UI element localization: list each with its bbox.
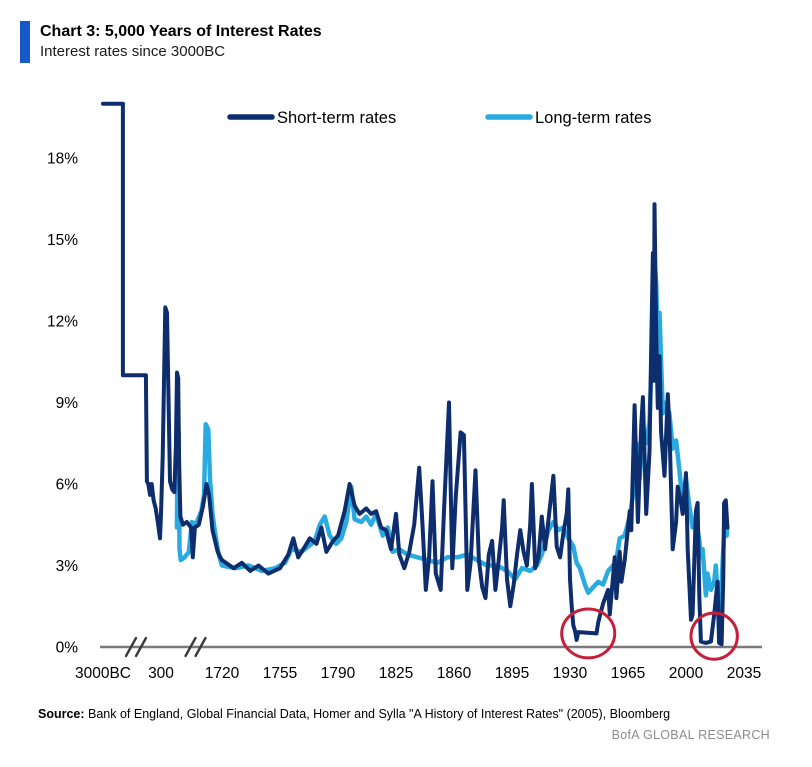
- x-tick-label: 2000: [669, 665, 704, 682]
- axis-break-mark: [124, 636, 138, 658]
- title-block: Chart 3: 5,000 Years of Interest Rates I…: [40, 21, 322, 63]
- source-line: Source: Bank of England, Global Financia…: [38, 707, 778, 721]
- source-text: Bank of England, Global Financial Data, …: [84, 707, 671, 721]
- chart-title: Chart 3: 5,000 Years of Interest Rates: [40, 23, 322, 40]
- y-tick-label: 9%: [56, 395, 79, 412]
- x-tick-label: 3000BC: [75, 665, 131, 682]
- legend-label: Long-term rates: [535, 109, 651, 127]
- x-tick-label: 300: [148, 665, 174, 682]
- highlight-circle: [689, 611, 739, 661]
- title-accent-bar: [20, 21, 30, 63]
- x-tick-label: 1790: [321, 665, 356, 682]
- highlight-circle: [560, 607, 617, 660]
- x-tick-label: 2035: [727, 665, 761, 682]
- y-tick-label: 0%: [56, 640, 79, 657]
- y-tick-label: 18%: [47, 150, 78, 167]
- chart-header: Chart 3: 5,000 Years of Interest Rates I…: [20, 21, 322, 63]
- x-tick-label: 1965: [611, 665, 645, 682]
- x-tick-label: 1825: [379, 665, 413, 682]
- axis-break-mark: [184, 636, 197, 658]
- source-label: Source:: [38, 707, 85, 721]
- x-tick-label: 1720: [205, 665, 240, 682]
- x-tick-label: 1895: [495, 665, 529, 682]
- axis-break-mark: [194, 636, 207, 658]
- x-tick-label: 1930: [553, 665, 588, 682]
- axis-break-mark: [134, 636, 148, 658]
- x-tick-label: 1860: [437, 665, 472, 682]
- y-tick-label: 3%: [56, 558, 79, 575]
- series-line-short-term-rates: [101, 101, 730, 647]
- legend-label: Short-term rates: [277, 109, 396, 127]
- brand-label: BofA GLOBAL RESEARCH: [611, 728, 770, 742]
- y-tick-label: 6%: [56, 476, 79, 493]
- y-tick-label: 12%: [47, 313, 78, 330]
- y-tick-label: 15%: [47, 232, 78, 249]
- x-tick-label: 1755: [263, 665, 297, 682]
- chart-subtitle: Interest rates since 3000BC: [40, 43, 226, 60]
